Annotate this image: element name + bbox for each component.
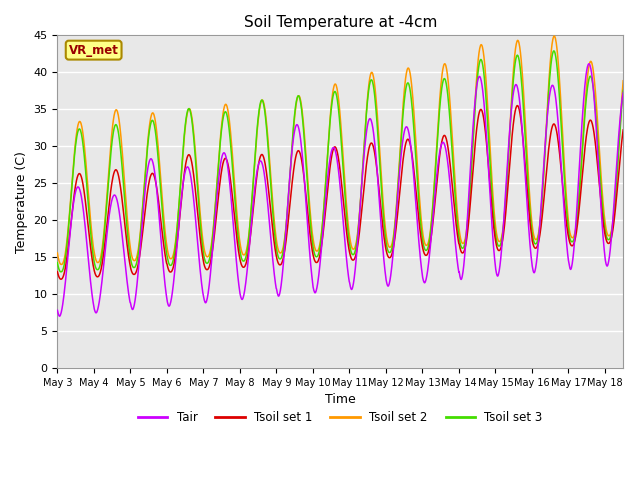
X-axis label: Time: Time [325, 394, 356, 407]
Text: VR_met: VR_met [68, 44, 118, 57]
Title: Soil Temperature at -4cm: Soil Temperature at -4cm [244, 15, 437, 30]
Legend: Tair, Tsoil set 1, Tsoil set 2, Tsoil set 3: Tair, Tsoil set 1, Tsoil set 2, Tsoil se… [133, 407, 547, 429]
Y-axis label: Temperature (C): Temperature (C) [15, 151, 28, 252]
